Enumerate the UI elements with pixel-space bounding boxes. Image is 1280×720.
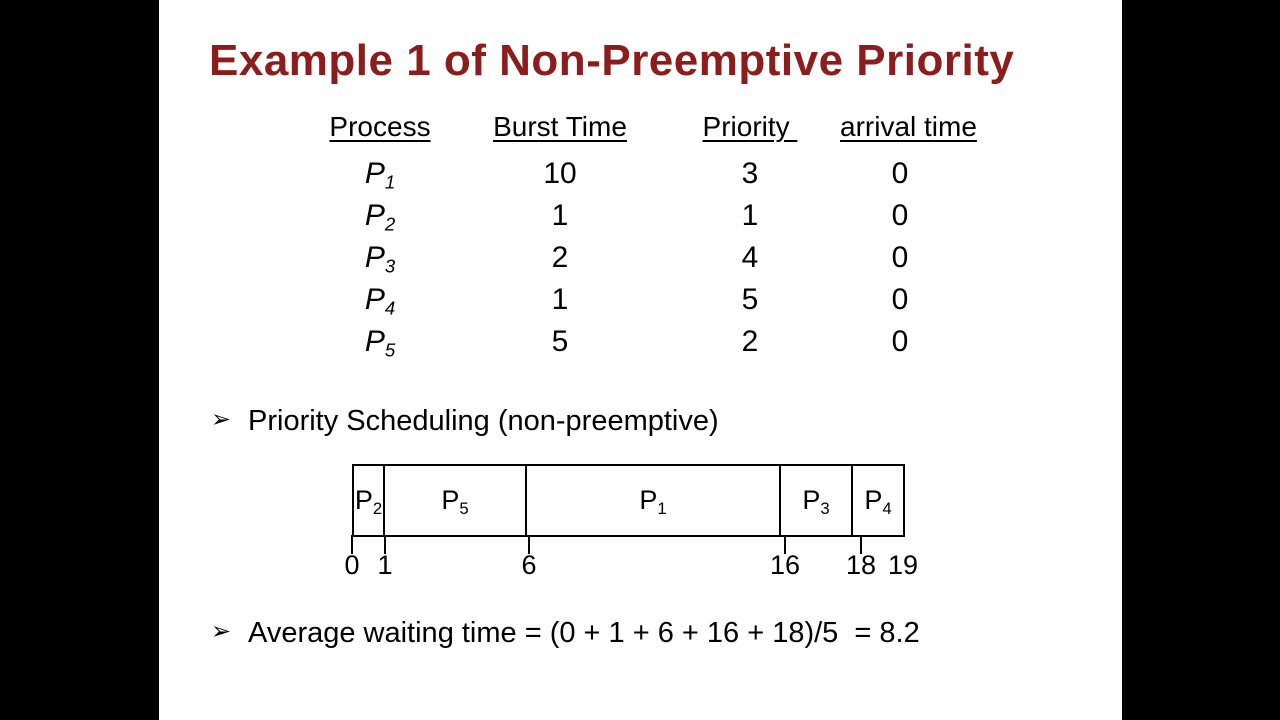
priority-value: 3 [741,157,759,190]
segment-label: P4 [864,485,892,519]
axis-tick-18 [860,535,862,554]
axis-label-1: 1 [377,550,393,580]
process-subscript: 3 [384,255,396,277]
process-label: P3 [300,237,460,279]
axis-label-6: 6 [521,550,537,580]
axis-tick-1 [384,535,386,554]
axis-tick-16 [784,535,786,554]
axis-label-0: 0 [344,550,360,580]
bullet-priority-scheduling: ➢ Priority Scheduling (non-preemptive) [211,404,719,438]
process-subscript: 1 [384,171,396,193]
priority-value: 5 [741,283,759,316]
process-subscript: 4 [384,297,396,319]
axis-label-19: 19 [887,550,919,580]
segment-label: P1 [639,485,667,519]
priority-value: 2 [741,325,759,358]
gantt-segment-p5: P5 [385,466,527,535]
gantt-segment-p4: P4 [853,466,903,535]
process-base: P [364,241,385,274]
column-header-burst-time: Burst Time [493,111,627,142]
burst-value: 1 [551,283,569,316]
axis-tick-6 [528,535,530,554]
process-base: P [364,325,385,358]
gantt-segment-p1: P1 [527,466,781,535]
axis-tick-0 [351,535,353,554]
process-label: P1 [300,153,460,195]
column-header-arrival-time: arrival time [840,111,977,142]
gantt-box: P2 P5 P1 P3 P4 [352,464,905,537]
letterbox-left-bar [0,0,159,720]
axis-label-18: 18 [845,550,877,580]
process-label: P2 [300,195,460,237]
burst-value: 10 [543,157,577,190]
priority-value: 1 [741,199,759,232]
slide: Example 1 of Non-Preemptive Priority Pro… [159,0,1122,720]
letterbox-right-bar [1122,0,1280,720]
segment-label: P5 [441,485,469,519]
arrival-value: 0 [891,325,909,358]
process-base: P [364,157,385,190]
bullet-average-waiting-time: ➢ Average waiting time = (0 + 1 + 6 + 16… [211,616,920,650]
axis-label-16: 16 [769,550,801,580]
arrival-value: 0 [891,199,909,232]
process-table: Process Burst Time Priority arrival time… [300,108,977,363]
process-base: P [364,283,385,316]
bullet-average-waiting-time-text: Average waiting time = (0 + 1 + 6 + 16 +… [248,617,920,649]
column-header-process: Process [329,111,431,142]
segment-label: P3 [802,485,830,519]
burst-value: 1 [551,199,569,232]
process-subscript: 2 [384,213,396,235]
process-subscript: 5 [384,339,396,361]
process-base: P [364,199,385,232]
segment-label: P2 [354,485,383,519]
arrival-value: 0 [891,241,909,274]
process-label: P4 [300,279,460,321]
arrow-bullet-icon: ➢ [211,406,232,433]
bullet-priority-scheduling-text: Priority Scheduling (non-preemptive) [248,405,719,437]
burst-value: 5 [551,325,569,358]
arrival-value: 0 [891,157,909,190]
arrow-bullet-icon: ➢ [211,618,232,645]
slide-title: Example 1 of Non-Preemptive Priority [209,36,1015,85]
gantt-segment-p3: P3 [781,466,853,535]
priority-value: 4 [741,241,759,274]
column-header-priority: Priority [702,111,798,142]
arrival-value: 0 [891,283,909,316]
process-label: P5 [300,321,460,363]
gantt-segment-p2: P2 [354,466,385,535]
burst-value: 2 [551,241,569,274]
